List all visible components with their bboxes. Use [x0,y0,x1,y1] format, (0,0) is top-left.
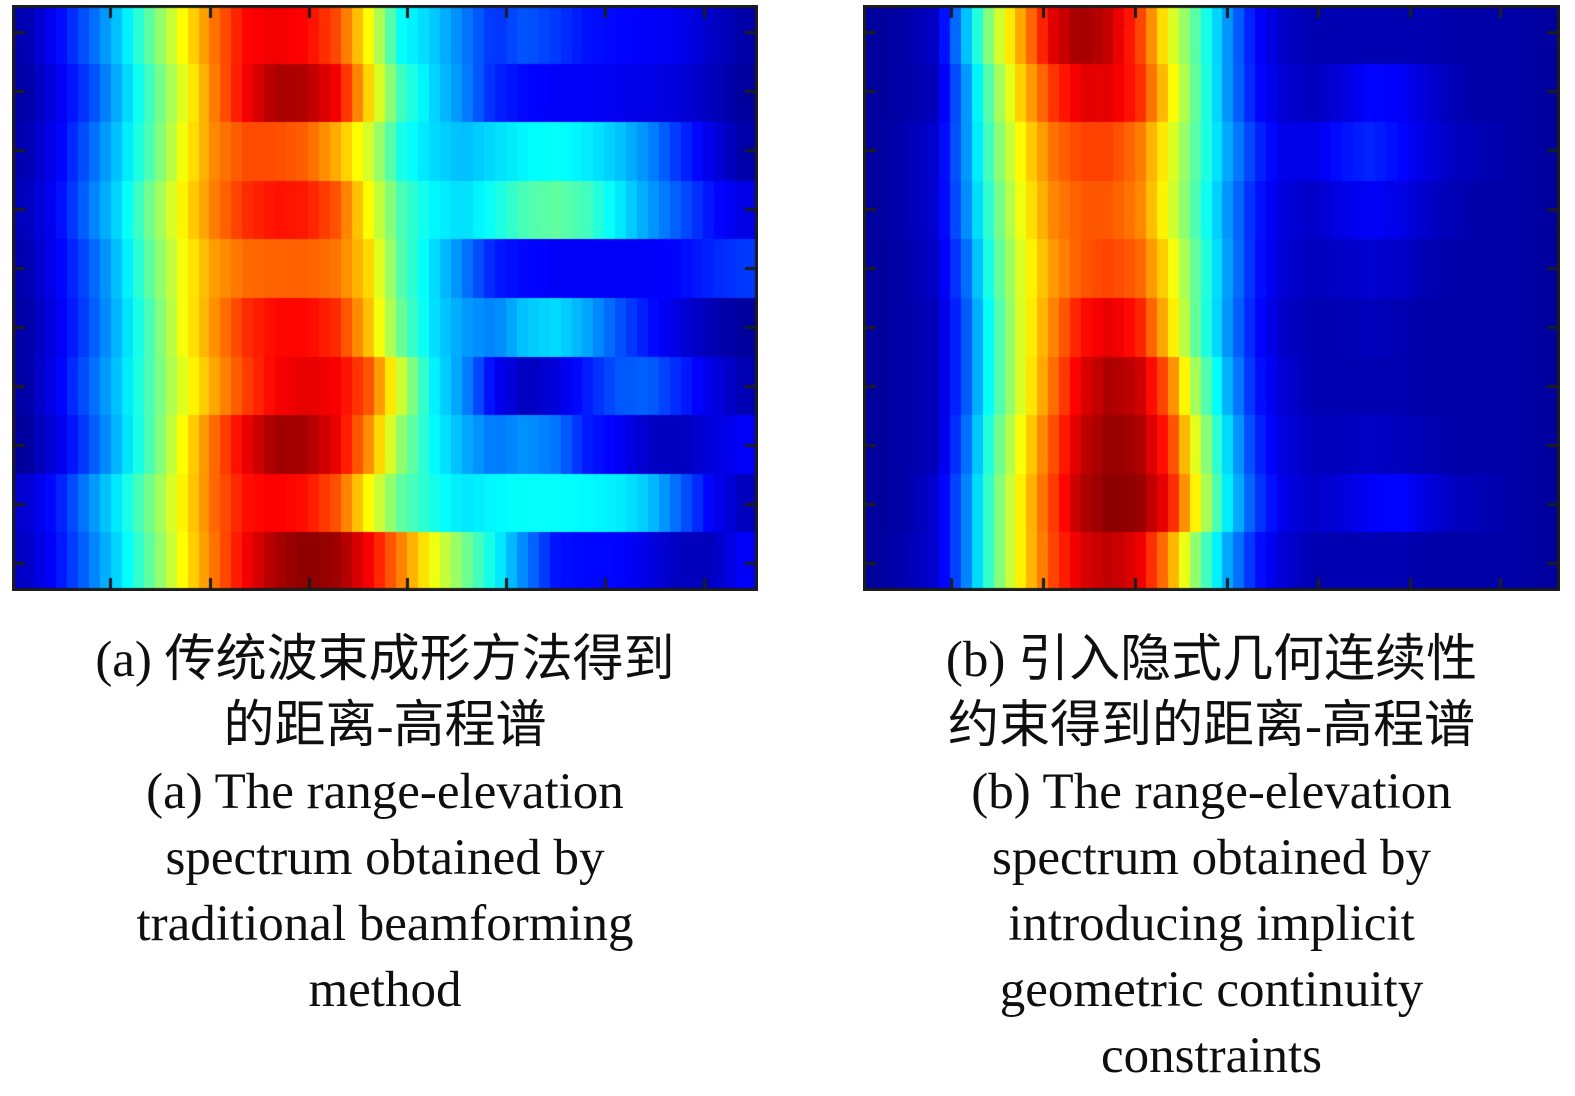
caption-b-line-en-4: geometric continuity [999,962,1424,1018]
caption-a: (a) 传统波束成形方法得到 的距离-高程谱 (a) The range-ele… [12,627,758,1023]
caption-a-line-en-1: (a) The range-elevation [146,764,624,820]
heatmap-a-canvas [12,5,758,591]
caption-b: (b) 引入隐式几何连续性 约束得到的距离-高程谱 (b) The range-… [863,627,1560,1089]
heatmap-panel-b [863,5,1560,591]
caption-a-line-en-4: method [308,962,462,1018]
caption-b-line-en-2: spectrum obtained by [991,830,1432,886]
heatmap-panel-a [12,5,758,591]
caption-a-line-zh-1: (a) 传统波束成形方法得到 [95,632,675,688]
caption-a-line-en-2: spectrum obtained by [165,830,605,886]
caption-b-line-en-3: introducing implicit [1008,896,1415,952]
caption-a-line-zh-2: 的距离-高程谱 [223,698,547,754]
caption-b-line-en-1: (b) The range-elevation [971,764,1452,820]
heatmap-b-canvas [863,5,1560,591]
caption-b-line-en-5: constraints [1101,1028,1322,1084]
caption-b-line-zh-1: (b) 引入隐式几何连续性 [945,632,1478,688]
caption-a-line-en-3: traditional beamforming [136,896,634,952]
caption-b-line-zh-2: 约束得到的距离-高程谱 [948,698,1475,754]
